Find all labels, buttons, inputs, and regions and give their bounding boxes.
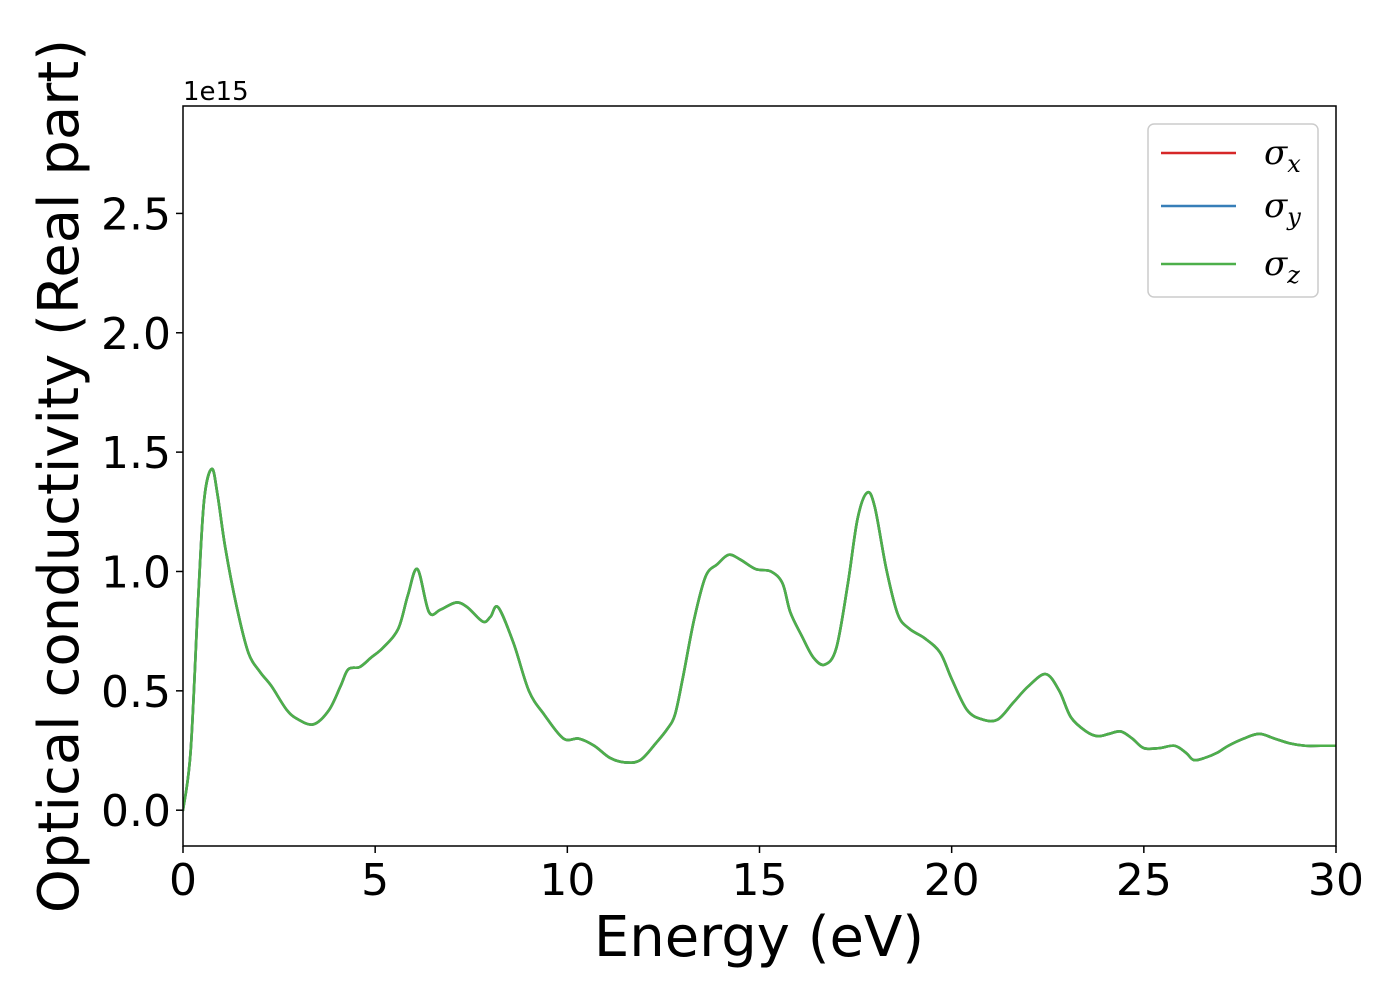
y-tick-label: 0.0 (101, 786, 171, 837)
x-tick-label: 25 (1116, 855, 1172, 906)
legend-label-z: σz (1264, 244, 1300, 289)
legend-box (1147, 123, 1319, 298)
y-tick-label: 2.5 (101, 189, 171, 240)
x-tick-label: 10 (539, 855, 595, 906)
legend-symbol: σ (1264, 133, 1288, 173)
legend-subscript: y (1286, 203, 1301, 231)
legend-label-y: σy (1264, 186, 1301, 231)
legend-label-x: σx (1264, 133, 1301, 178)
x-tick-label: 0 (169, 855, 197, 906)
y-tick-label: 1.0 (101, 547, 171, 598)
legend-symbol: σ (1264, 186, 1288, 226)
y-tick-label: 0.5 (101, 667, 171, 718)
series-layer (183, 467, 1336, 812)
legend-subscript: x (1287, 150, 1301, 178)
x-axis: 0 5 10 15 20 25 30 (169, 846, 1364, 906)
x-tick-label: 20 (924, 855, 980, 906)
y-tick-label: 2.0 (101, 309, 171, 360)
series-line-z (183, 467, 1336, 812)
legend-subscript: z (1286, 261, 1300, 289)
y-offset-label: 1e15 (183, 77, 249, 107)
x-tick-label: 30 (1308, 855, 1364, 906)
y-tick-label: 1.5 (101, 428, 171, 479)
x-tick-label: 5 (361, 855, 389, 906)
x-axis-label: Energy (eV) (594, 905, 924, 970)
y-axis-label: Optical conductivity (Real part) (27, 39, 92, 913)
y-axis: 0.0 0.5 1.0 1.5 2.0 2.5 (101, 189, 183, 837)
x-tick-label: 15 (732, 855, 788, 906)
legend-symbol: σ (1264, 244, 1288, 284)
